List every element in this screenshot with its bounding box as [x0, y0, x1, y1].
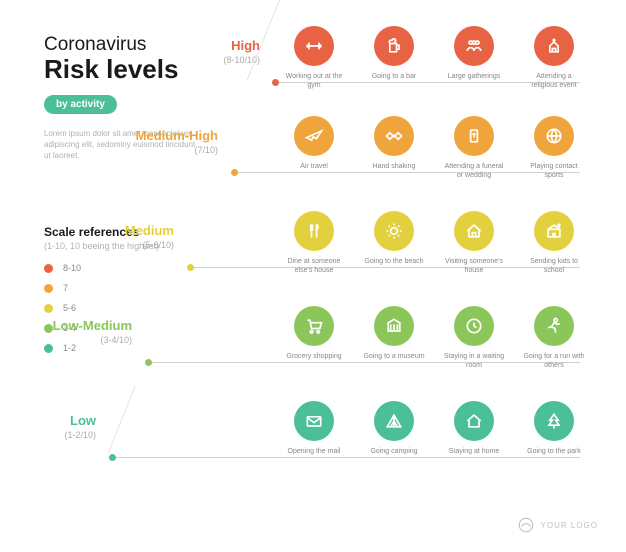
activity-item: Going to the beach	[363, 211, 425, 275]
activity-item: Playing contact sports	[523, 116, 585, 180]
activity-item: Sending kids to school	[523, 211, 585, 275]
tree-icon	[534, 401, 574, 441]
scale-row: 8-10	[44, 263, 159, 273]
museum-icon	[374, 306, 414, 346]
activity-item: Large gatherings	[443, 26, 505, 90]
tent-icon	[374, 401, 414, 441]
activity-item: Grocery shopping	[283, 306, 345, 370]
activity-label: Working out at the gym	[283, 72, 345, 90]
activity-item: Going to the park	[523, 401, 585, 456]
activity-label: Sending kids to school	[523, 257, 585, 275]
level-name: Medium	[54, 223, 174, 238]
beer-icon	[374, 26, 414, 66]
home-icon	[454, 401, 494, 441]
level-label-medium: Medium (5-6/10)	[54, 223, 174, 250]
runner-icon	[534, 306, 574, 346]
diagonal-line	[108, 386, 136, 454]
activity-label: Attending a funeral or wedding	[443, 162, 505, 180]
coffin-icon	[454, 116, 494, 156]
activity-label: Going to the beach	[364, 257, 423, 266]
activity-item: Attending a religious event	[523, 26, 585, 90]
crowd-icon	[454, 26, 494, 66]
level-name: Medium-High	[98, 128, 218, 143]
activity-label: Visiting someone's house	[443, 257, 505, 275]
scale-label: 8-10	[63, 263, 81, 273]
level-name: Low	[0, 413, 96, 428]
level-label-medium-high: Medium-High (7/10)	[98, 128, 218, 155]
activity-item: Going camping	[363, 401, 425, 456]
envelope-icon	[294, 401, 334, 441]
activities-row: Air travel Hand shaking Attending a fune…	[283, 116, 585, 180]
activity-label: Staying in a waiting room	[443, 352, 505, 370]
activity-label: Opening the mail	[288, 447, 341, 456]
clock-icon	[454, 306, 494, 346]
activity-label: Large gatherings	[448, 72, 501, 81]
cart-icon	[294, 306, 334, 346]
level-label-low: Low (1-2/10)	[0, 413, 96, 440]
activity-label: Air travel	[300, 162, 328, 171]
activity-label: Going for a run with others	[523, 352, 585, 370]
footer-text: YOUR LOGO	[541, 521, 598, 530]
school-icon	[534, 211, 574, 251]
activity-item: Going to a museum	[363, 306, 425, 370]
level-label-high: High (8-10/10)	[140, 38, 260, 65]
scale-label: 5-6	[63, 303, 76, 313]
activity-item: Dine at someone else's house	[283, 211, 345, 275]
scale-dot	[44, 264, 53, 273]
scale-label: 7	[63, 283, 68, 293]
activity-item: Going to a bar	[363, 26, 425, 90]
activity-item: Staying in a waiting room	[443, 306, 505, 370]
activity-item: Air travel	[283, 116, 345, 180]
scale-dot	[44, 304, 53, 313]
activity-label: Going to the park	[527, 447, 581, 456]
activity-item: Attending a funeral or wedding	[443, 116, 505, 180]
level-range: (5-6/10)	[54, 240, 174, 250]
activities-row: Grocery shopping Going to a museum Stayi…	[283, 306, 585, 370]
level-name: High	[140, 38, 260, 53]
level-range: (8-10/10)	[140, 55, 260, 65]
scale-dot	[44, 284, 53, 293]
activity-label: Going to a bar	[372, 72, 416, 81]
activity-label: Going to a museum	[363, 352, 424, 361]
plane-icon	[294, 116, 334, 156]
activity-item: Opening the mail	[283, 401, 345, 456]
activity-item: Staying at home	[443, 401, 505, 456]
level-range: (1-2/10)	[0, 430, 96, 440]
level-name: Low-Medium	[12, 318, 132, 333]
dumbbell-icon	[294, 26, 334, 66]
activity-item: Visiting someone's house	[443, 211, 505, 275]
activity-item: Working out at the gym	[283, 26, 345, 90]
footer-logo: YOUR LOGO	[517, 516, 598, 534]
ball-icon	[534, 116, 574, 156]
handshake-icon	[374, 116, 414, 156]
activity-item: Hand shaking	[363, 116, 425, 180]
church-icon	[534, 26, 574, 66]
activity-label: Hand shaking	[373, 162, 416, 171]
scale-row: 7	[44, 283, 159, 293]
activity-label: Staying at home	[449, 447, 500, 456]
logo-icon	[517, 516, 535, 534]
activity-label: Grocery shopping	[286, 352, 341, 361]
activity-label: Going camping	[370, 447, 417, 456]
level-line	[112, 457, 580, 458]
level-label-low-medium: Low-Medium (3-4/10)	[12, 318, 132, 345]
activity-item: Going for a run with others	[523, 306, 585, 370]
house-icon	[454, 211, 494, 251]
sun-icon	[374, 211, 414, 251]
activity-badge: by activity	[44, 95, 117, 114]
activity-label: Playing contact sports	[523, 162, 585, 180]
activity-label: Dine at someone else's house	[283, 257, 345, 275]
activities-row: Dine at someone else's house Going to th…	[283, 211, 585, 275]
level-range: (7/10)	[98, 145, 218, 155]
level-range: (3-4/10)	[12, 335, 132, 345]
utensils-icon	[294, 211, 334, 251]
activity-label: Attending a religious event	[523, 72, 585, 90]
scale-row: 5-6	[44, 303, 159, 313]
activities-row: Opening the mail Going camping Staying a…	[283, 401, 585, 456]
activities-row: Working out at the gym Going to a bar La…	[283, 26, 585, 90]
